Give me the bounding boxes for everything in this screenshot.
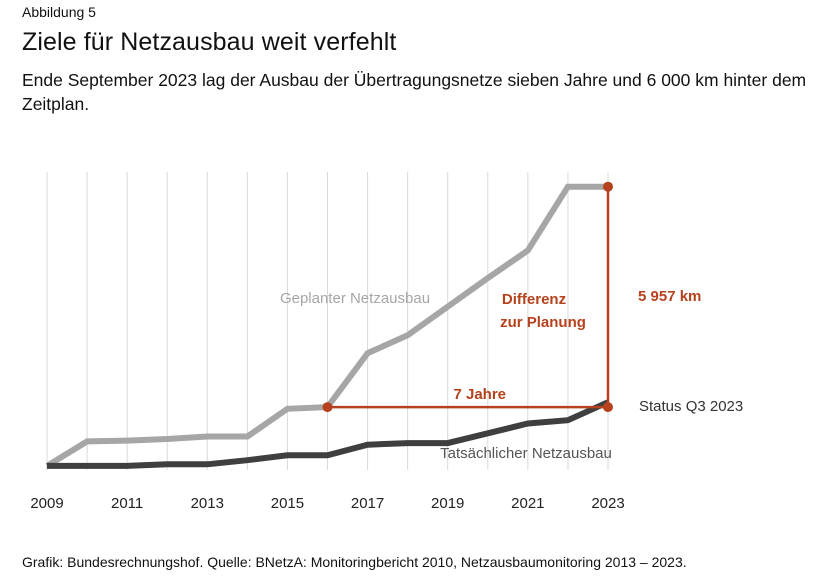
x-tick-label: 2013: [191, 495, 224, 512]
gap-title-line-1: Differenz: [502, 291, 566, 308]
gap-km-label: 5 957 km: [638, 288, 701, 305]
gap-marker-dot: [603, 181, 613, 192]
annotations: 7 Jahre 5 957 km Differenz zur Planung Statu…: [280, 181, 743, 462]
chart-area: 7 Jahre 5 957 km Differenz zur Planung Statu…: [0, 160, 829, 530]
figure-label: Abbildung 5: [22, 4, 96, 20]
status-label: Status Q3 2023: [639, 398, 743, 415]
series-label-actual: Tatsächlicher Netzausbau: [440, 445, 612, 462]
series-line-actual: [47, 399, 610, 469]
x-tick-label: 2021: [511, 495, 544, 512]
source-footer: Grafik: Bundesrechnungshof. Quelle: BNet…: [22, 554, 687, 570]
x-tick-label: 2023: [591, 495, 624, 512]
chart-subtitle: Ende September 2023 lag der Ausbau der Ü…: [22, 70, 807, 114]
gap-marker-dot: [603, 402, 613, 413]
gap-title-line-2: zur Planung: [500, 314, 586, 331]
line-chart: 7 Jahre 5 957 km Differenz zur Planung Statu…: [30, 172, 743, 512]
x-tick-label: 2015: [271, 495, 304, 512]
x-tick-label: 2009: [30, 495, 63, 512]
chart-title: Ziele für Netzausbau weit verfehlt: [22, 28, 397, 56]
x-axis-ticks: 2009 2011 2013 2015 2017 2019 2021 2023: [30, 495, 624, 512]
x-tick-label: 2017: [351, 495, 384, 512]
x-tick-label: 2011: [111, 495, 143, 512]
series-label-planned: Geplanter Netzausbau: [280, 290, 430, 307]
x-tick-label: 2019: [431, 495, 464, 512]
gap-years-label: 7 Jahre: [453, 386, 506, 403]
gap-marker-dot: [322, 402, 333, 413]
